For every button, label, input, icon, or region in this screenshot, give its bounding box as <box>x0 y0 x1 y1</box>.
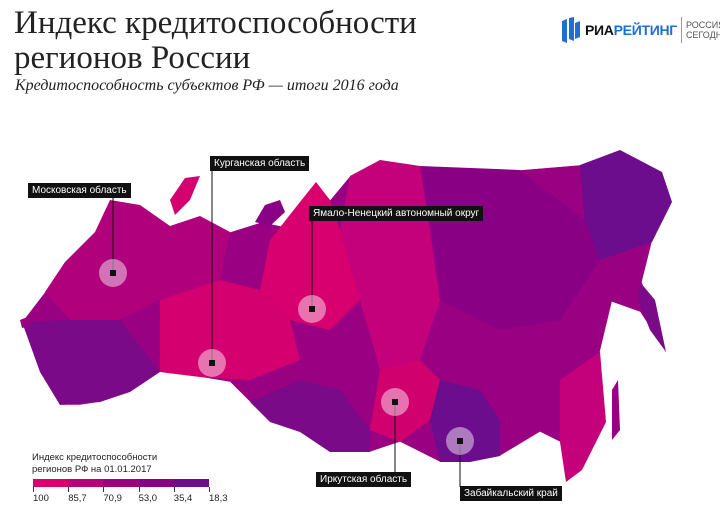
title: Индекс кредитоспособности регионов России <box>14 5 417 76</box>
legend-tick <box>68 487 70 492</box>
island-north <box>255 200 285 226</box>
legend-tick-label: 100 <box>33 493 49 504</box>
callout-zabaikalsky: Забайкальский край <box>460 486 562 501</box>
legend-swatch <box>68 479 104 487</box>
kaliningrad <box>20 316 32 328</box>
legend-tick-label: 85,7 <box>68 493 87 504</box>
region-urals <box>160 280 300 380</box>
legend-title: Индекс кредитоспособности регионов РФ на … <box>32 452 158 475</box>
region-zabaikalsky <box>430 380 500 462</box>
legend-tick-label: 18,3 <box>209 493 228 504</box>
legend-swatch <box>33 479 69 487</box>
callout-yamal: Ямало-Ненецкий автономный округ <box>309 206 484 221</box>
legend-tick <box>103 487 105 492</box>
legend-tick-label: 53,0 <box>138 493 158 504</box>
subtitle: Кредитоспособность субъектов РФ — итоги … <box>15 77 399 94</box>
region-siberia-south <box>250 380 370 452</box>
callout-kurgan: Курганская область <box>210 156 310 171</box>
region-center <box>45 200 230 320</box>
ria-rating-logo: РИАРЕЙТИНГ РОССИЯСЕГОДНЯ <box>562 15 720 45</box>
legend-ticks <box>33 487 210 493</box>
island-novaya-zemlya <box>170 176 200 215</box>
callout-irkutsk: Иркутская область <box>316 472 412 487</box>
kamchatka <box>638 282 666 352</box>
legend-tick <box>173 487 175 492</box>
logo-mark-icon <box>562 17 580 43</box>
region-irkutsk <box>370 360 440 442</box>
callout-moscow: Московская область <box>28 183 131 198</box>
legend-tick <box>209 487 210 492</box>
sakhalin <box>612 380 620 440</box>
region-east <box>580 150 672 260</box>
legend-tick-label: 70,9 <box>103 493 122 504</box>
legend-swatch <box>103 479 139 487</box>
markers <box>112 170 461 487</box>
legend-tick-label: 35,4 <box>173 493 193 504</box>
legend-tick <box>33 487 34 492</box>
legend-tick <box>138 487 140 492</box>
legend-swatch <box>173 479 210 487</box>
legend-color-bar <box>33 479 210 487</box>
region-far-south <box>560 352 606 482</box>
legend-swatch <box>138 479 174 487</box>
region-south <box>22 320 160 405</box>
